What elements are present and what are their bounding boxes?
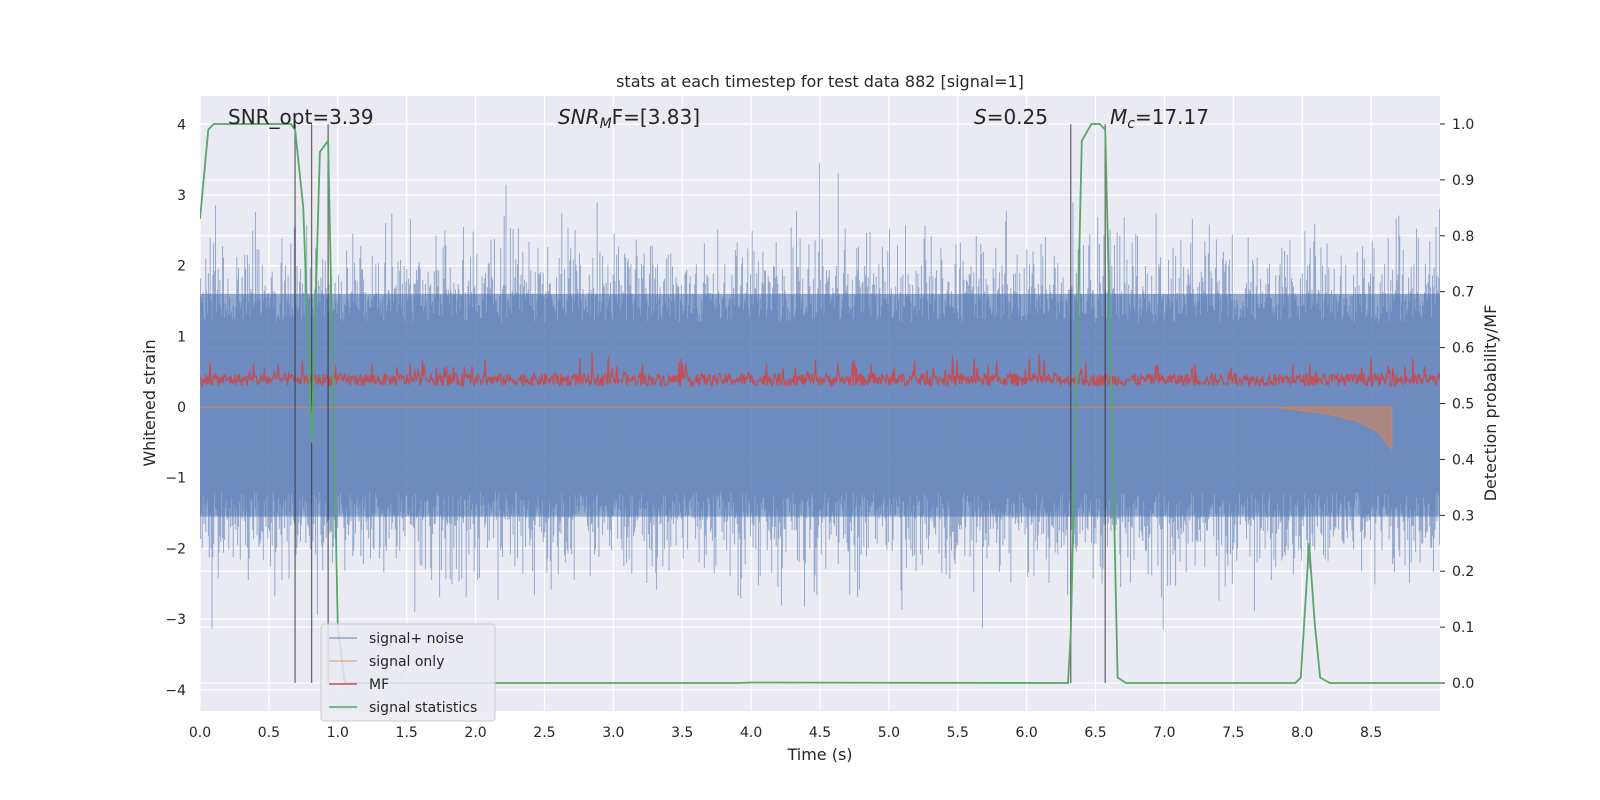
y-right-tick-label: 0.4 — [1452, 452, 1474, 468]
x-tick-label: 8.5 — [1360, 725, 1382, 741]
y-right-tick-label: 0.3 — [1452, 508, 1474, 524]
x-tick-label: 3.5 — [671, 725, 693, 741]
signal-noise-trace — [200, 162, 1440, 630]
x-tick-label: 4.0 — [740, 725, 762, 741]
y-axis-right-label: Detection probability/MF — [1481, 305, 1500, 502]
legend-label-signal-statistics: signal statistics — [369, 700, 477, 716]
annotation-s: S=0.25 — [974, 105, 1048, 129]
x-tick-label: 2.0 — [464, 725, 486, 741]
x-tick-label: 7.5 — [1222, 725, 1244, 741]
series-signal-statistics — [200, 123, 1440, 684]
y-axis-left-label: Whitened strain — [140, 339, 159, 466]
y-right-tick-label: 0.1 — [1452, 620, 1474, 636]
x-tick-label: 6.5 — [1084, 725, 1106, 741]
x-tick-label: 3.0 — [602, 725, 624, 741]
legend-label-signal-noise: signal+ noise — [369, 631, 464, 647]
x-tick-label: 5.0 — [878, 725, 900, 741]
chart-title: stats at each timestep for test data 882… — [616, 72, 1024, 91]
y-right-tick-label: 0.0 — [1452, 676, 1474, 692]
y-left-tick-label: −2 — [165, 541, 186, 557]
data-layer — [200, 123, 1440, 684]
x-tick-label: 8.0 — [1291, 725, 1313, 741]
y-right-tick-label: 0.9 — [1452, 173, 1474, 189]
y-left-tick-label: −3 — [165, 612, 186, 628]
ticks: 0.0 0.5 1.0 1.5 2.0 2.5 3.0 3.5 4.0 4.5 5.0 5.5 6.0 6… — [165, 117, 1474, 741]
x-tick-label: 5.5 — [947, 725, 969, 741]
series-signal-noise — [200, 162, 1440, 630]
y-right-tick-label: 0.7 — [1452, 285, 1474, 301]
legend: signal+ noise signal only MF signal stat… — [320, 623, 496, 722]
y-left-tick-label: 2 — [177, 259, 186, 275]
y-right-tick-label: 0.2 — [1452, 564, 1474, 580]
y-left-tick-label: 0 — [177, 400, 186, 416]
y-left-tick-label: 4 — [177, 117, 186, 133]
annotation-mc: Mc=17.17 — [1110, 105, 1209, 132]
x-axis-label: Time (s) — [786, 745, 852, 764]
annotation-snr-opt: SNR_opt=3.39 — [228, 105, 374, 129]
x-tick-label: 4.5 — [809, 725, 831, 741]
x-tick-label: 7.0 — [1153, 725, 1175, 741]
y-right-tick-label: 0.8 — [1452, 229, 1474, 245]
legend-label-signal-only: signal only — [369, 654, 444, 670]
x-tick-label: 1.5 — [396, 725, 418, 741]
legend-box — [320, 623, 496, 722]
y-left-tick-label: −1 — [165, 471, 186, 487]
x-tick-label: 6.0 — [1016, 725, 1038, 741]
x-tick-label: 0.5 — [258, 725, 280, 741]
series-signal-only — [200, 406, 1393, 452]
x-tick-label: 1.0 — [327, 725, 349, 741]
y-left-tick-label: 1 — [177, 329, 186, 345]
y-right-tick-label: 0.6 — [1452, 341, 1474, 357]
y-right-tick-label: 0.5 — [1452, 397, 1474, 413]
x-tick-label: 0.0 — [189, 725, 211, 741]
legend-label-mf: MF — [369, 677, 389, 693]
y-left-tick-label: −4 — [165, 683, 186, 699]
series-mf — [200, 353, 1440, 389]
y-right-tick-label: 1.0 — [1452, 117, 1474, 133]
x-tick-label: 2.5 — [533, 725, 555, 741]
y-left-tick-label: 3 — [177, 188, 186, 204]
annotation-snr-mf: SNRMF=[3.83] — [558, 105, 700, 132]
